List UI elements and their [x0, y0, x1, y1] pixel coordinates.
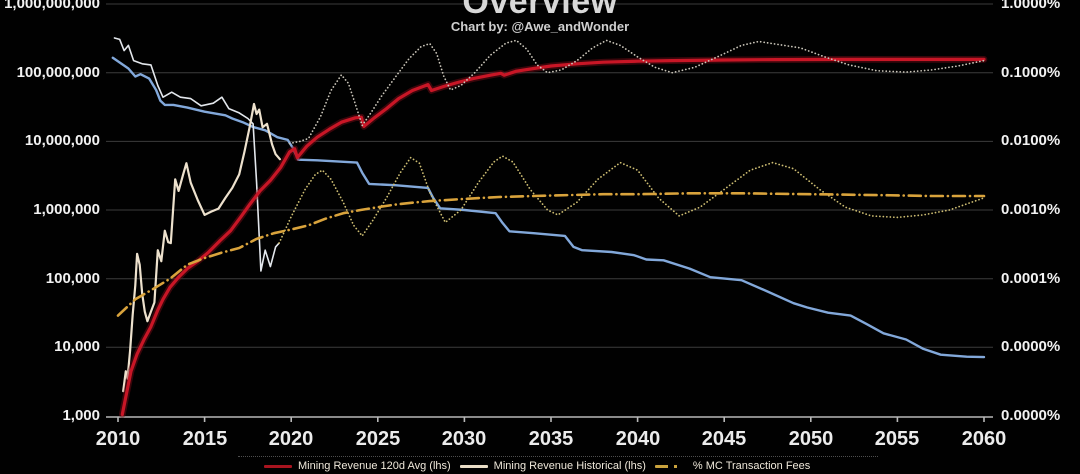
y-axis-label-left: 1,000,000 [33, 201, 100, 218]
y-axis-label-left: 10,000,000 [24, 132, 100, 149]
x-axis-label: 2025 [355, 428, 401, 450]
x-axis-label: 2020 [268, 428, 314, 450]
series-white-step [113, 37, 280, 272]
series-mining-revenue-120d-avg [120, 57, 986, 417]
legend-label: Mining Revenue 120d Avg (lhs) [298, 460, 451, 472]
legend: Mining Revenue 120d Avg (lhs) Mining Rev… [264, 460, 810, 472]
y-axis-label-right: 0.0001% [1001, 270, 1061, 287]
chart-attribution: Chart by: @Awe_andWonder [450, 19, 630, 34]
y-axis-label-right: 1.0000% [1001, 0, 1061, 12]
legend-item-mining-revenue-historical: Mining Revenue Historical (lhs) [459, 460, 646, 472]
x-axis-label: 2045 [701, 428, 747, 450]
x-axis-label: 2030 [441, 428, 487, 450]
page-title: Overview [462, 0, 618, 21]
legend-label: % MC Transaction Fees [692, 460, 811, 472]
y-axis-label-right: 0.0000% [1001, 338, 1061, 355]
y-axis-label-left: 100,000,000 [16, 64, 100, 81]
x-axis-label: 2040 [615, 428, 661, 450]
y-axis-label-right: 0.0100% [1001, 132, 1061, 149]
legend-swatch-cream-line [459, 464, 488, 468]
series-yellow-dotted [278, 155, 985, 244]
x-axis-label: 2050 [788, 428, 834, 450]
x-axis-label: 2010 [95, 428, 141, 450]
y-axis-label-left: 100,000 [45, 270, 100, 287]
x-axis-label: 2015 [182, 428, 228, 450]
series-mc-transaction-fees [116, 192, 986, 317]
legend-label: Mining Revenue Historical (lhs) [493, 460, 646, 472]
y-axis-label-left: 10,000 [54, 338, 100, 355]
legend-item-mining-revenue-avg: Mining Revenue 120d Avg (lhs) [264, 460, 451, 472]
legend-item-mc-transaction-fees: % MC Transaction Fees [654, 460, 811, 472]
x-axis-label: 2035 [528, 428, 574, 450]
legend-swatch-dashdot-line [654, 464, 687, 468]
y-axis-label-right: 0.1000% [1001, 64, 1061, 81]
y-axis-label-right: 0.0010% [1001, 201, 1061, 218]
series-mining-revenue-historical [122, 102, 281, 393]
legend-swatch-red-line [264, 464, 292, 468]
x-axis-label: 2055 [874, 428, 920, 450]
y-axis-label-left: 1,000,000,000 [4, 0, 100, 12]
y-axis-label-left: 1,000 [62, 407, 100, 424]
x-axis-label: 2060 [961, 428, 1007, 450]
series-blue-step [111, 56, 986, 359]
legend-separator [238, 456, 878, 457]
series-grey-dotted [288, 39, 985, 145]
y-axis-label-right: 0.0000% [1001, 407, 1061, 424]
